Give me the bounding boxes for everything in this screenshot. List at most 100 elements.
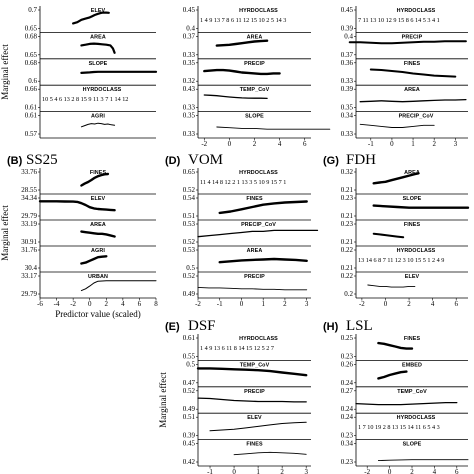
subplot-label: AREA bbox=[90, 34, 106, 40]
y-tick-label: 0.32 bbox=[341, 168, 354, 176]
x-tick-label: 1 bbox=[411, 140, 415, 148]
y-tick-label: 0.37 bbox=[183, 32, 196, 40]
effect-curve bbox=[233, 451, 307, 456]
x-tick-label: 2 bbox=[407, 300, 411, 308]
y-tick-label: 28.55 bbox=[21, 186, 37, 194]
hydroclass-sequence: 10 5 4 6 13 2 8 15 9 11 3 7 1 14 12 bbox=[42, 96, 128, 103]
x-tick-label: 2 bbox=[410, 468, 414, 474]
subplot-label: TEMP_CoV bbox=[240, 362, 270, 368]
y-tick-label: 0.54 bbox=[183, 194, 196, 202]
y-tick-label: 0.39 bbox=[341, 85, 354, 93]
y-tick-label: 0.65 bbox=[25, 24, 38, 32]
y-axis-label: Marginal effect bbox=[158, 372, 168, 428]
y-tick-label: 33.19 bbox=[21, 220, 37, 228]
x-tick-label: 3 bbox=[304, 468, 308, 474]
x-tick-label: 2 bbox=[283, 300, 287, 308]
x-tick-label: 6 bbox=[303, 140, 307, 148]
panel-letter: (H) bbox=[323, 321, 339, 333]
effect-curve bbox=[80, 122, 116, 128]
effect-curve bbox=[203, 68, 281, 76]
y-tick-label: 0.61 bbox=[25, 104, 38, 112]
effect-curve bbox=[38, 200, 116, 212]
y-tick-label: 0.51 bbox=[183, 212, 196, 220]
effect-curve bbox=[80, 280, 157, 292]
y-axis-label: Marginal effect bbox=[0, 205, 10, 261]
subplot-label: AGRI bbox=[91, 248, 105, 254]
y-tick-label: 0.68 bbox=[25, 32, 38, 40]
x-tick-label: 2 bbox=[280, 468, 284, 474]
hydroclass-sequence: 1 4 9 13 7 8 6 11 12 15 10 2 5 14 3 bbox=[200, 17, 286, 24]
y-tick-label: 0.61 bbox=[183, 334, 196, 342]
subplot-label: HYRDOCLASS bbox=[397, 8, 436, 14]
subplot-label: AGRI bbox=[91, 114, 105, 120]
y-tick-label: 0.47 bbox=[183, 379, 196, 387]
panel-title: VOM bbox=[188, 152, 223, 168]
subplot-label: HYRDOCLASS bbox=[239, 336, 278, 342]
y-tick-label: 0.24 bbox=[341, 405, 354, 413]
y-tick-label: 0.25 bbox=[341, 334, 354, 342]
x-tick-label: 8 bbox=[154, 300, 158, 308]
x-tick-label: 0 bbox=[88, 300, 92, 308]
y-tick-label: 0.37 bbox=[341, 51, 354, 59]
effect-curve bbox=[218, 257, 308, 264]
y-tick-label: 0.66 bbox=[25, 85, 38, 93]
x-tick-label: 0 bbox=[388, 468, 392, 474]
x-tick-label: 4 bbox=[433, 468, 437, 474]
y-tick-label: 0.23 bbox=[341, 432, 354, 440]
subplot-label: ELEV bbox=[91, 8, 106, 14]
effect-curve bbox=[80, 42, 116, 54]
x-tick-label: 0 bbox=[240, 300, 244, 308]
subplot-label: AREA bbox=[404, 87, 420, 93]
y-tick-label: 0.23 bbox=[341, 220, 354, 228]
subplot-label: ELEV bbox=[405, 274, 420, 280]
y-tick-label: 0.2 bbox=[344, 290, 353, 298]
y-tick-label: 0.33 bbox=[341, 77, 354, 85]
subplot-label: PRECIP_CoV bbox=[241, 222, 276, 228]
y-tick-label: 0.55 bbox=[183, 352, 196, 360]
y-tick-label: 0.6 bbox=[28, 77, 37, 85]
effect-curve bbox=[359, 123, 435, 128]
panel-letter: (G) bbox=[323, 155, 339, 167]
y-tick-label: 0.23 bbox=[341, 194, 354, 202]
hydroclass-sequence: 1 7 10 19 2 8 13 15 14 11 6 5 4 3 bbox=[358, 424, 440, 431]
y-tick-label: 29.79 bbox=[21, 212, 37, 220]
panel-letter: (E) bbox=[165, 321, 180, 333]
effect-curve bbox=[197, 397, 307, 403]
y-tick-label: 0.24 bbox=[341, 413, 354, 421]
x-tick-label: -1 bbox=[207, 468, 213, 474]
y-tick-label: 0.23 bbox=[341, 352, 354, 360]
subplot-label: AREA bbox=[247, 34, 263, 40]
subplot-label: PRECIP_CoV bbox=[399, 114, 434, 120]
x-tick-label: -6 bbox=[37, 300, 43, 308]
y-tick-label: 0.34 bbox=[341, 440, 354, 448]
hydroclass-sequence: 13 14 6 8 7 11 12 3 10 15 5 1 2 4 9 bbox=[358, 257, 444, 264]
y-tick-label: 0.45 bbox=[183, 6, 196, 14]
subplot-label: SLOPE bbox=[89, 61, 108, 67]
subplot-label: SLOPE bbox=[403, 442, 422, 448]
x-tick-label: 0 bbox=[232, 468, 236, 474]
effect-curve bbox=[71, 11, 110, 25]
panel-title: DSF bbox=[188, 318, 216, 334]
x-tick-label: -2 bbox=[195, 300, 201, 308]
y-tick-label: 0.57 bbox=[25, 130, 38, 138]
effect-curve bbox=[196, 367, 308, 377]
y-tick-label: 31.76 bbox=[21, 246, 37, 254]
y-tick-label: 0.39 bbox=[341, 24, 354, 32]
y-tick-label: 0.33 bbox=[183, 104, 196, 112]
x-axis-label: Predictor value (scaled) bbox=[55, 309, 140, 319]
x-tick-label: -4 bbox=[54, 300, 60, 308]
y-tick-label: 33.17 bbox=[21, 272, 37, 280]
y-tick-label: 0.4 bbox=[344, 32, 353, 40]
x-tick-label: 6 bbox=[138, 300, 142, 308]
subplot-label: ELEV bbox=[247, 415, 262, 421]
y-tick-label: 30.91 bbox=[21, 238, 37, 246]
y-tick-label: 0.35 bbox=[341, 104, 354, 112]
y-tick-label: 0.53 bbox=[183, 246, 196, 254]
y-tick-label: 0.27 bbox=[341, 387, 354, 395]
x-tick-label: 2 bbox=[105, 300, 109, 308]
panel-title: SS25 bbox=[26, 152, 58, 168]
panel-letter: (B) bbox=[7, 155, 23, 167]
effect-curve bbox=[377, 370, 408, 380]
subplot-label: FINES bbox=[404, 61, 421, 67]
